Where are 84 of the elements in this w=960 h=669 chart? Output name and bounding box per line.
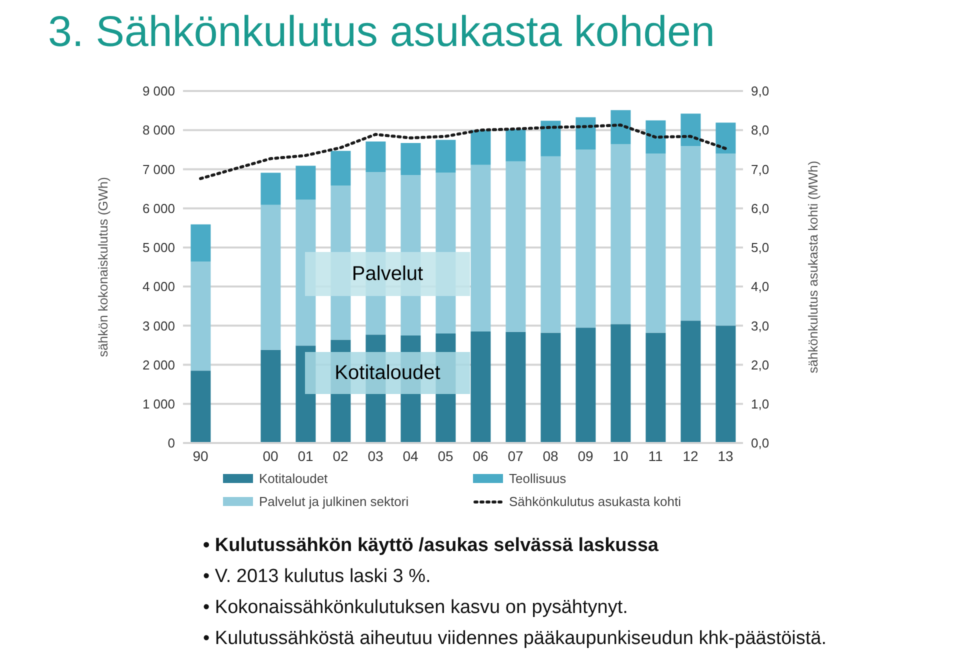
x-tick-label: 11 xyxy=(648,448,663,464)
bar xyxy=(260,204,281,350)
text: • Kulutussähköstä aiheutuu viidennes pääkaupunkiseudun khk-päästöistä. xyxy=(203,627,827,651)
bar xyxy=(260,350,281,443)
y2-tick-label: 8,0 xyxy=(751,122,770,138)
legend-label: Teollisuus xyxy=(508,471,568,486)
y-tick-label: 2 000 xyxy=(142,357,175,372)
y2-tick-label: 6,0 xyxy=(751,200,770,216)
bar xyxy=(436,140,456,173)
bar xyxy=(576,150,596,328)
y-tick-label: 9 000 xyxy=(142,84,175,99)
bar xyxy=(400,143,421,176)
bar xyxy=(576,328,596,443)
x-tick-label: 13 xyxy=(718,448,734,464)
x-tick-label: 09 xyxy=(578,448,594,464)
x-tick-label: 08 xyxy=(542,448,558,464)
legend-label: Sähkönkulutus asukasta kohti xyxy=(508,494,682,509)
text: • Kulutussähkön käyttö /asukas selvässä laskussa xyxy=(203,534,660,558)
bar xyxy=(716,154,736,326)
y-tick-label: 8 000 xyxy=(142,122,175,138)
y-tick-label: 6 000 xyxy=(142,200,175,216)
x-tick-label: 04 xyxy=(402,448,418,464)
x-tick-label: 06 xyxy=(472,448,488,464)
text: • V. 2013 kulutus laski 3 %. xyxy=(203,565,432,589)
x-tick-label: 01 xyxy=(298,448,314,464)
x-tick-label: 03 xyxy=(368,448,384,464)
x-tick-label: 00 xyxy=(262,448,278,464)
bar xyxy=(646,332,666,443)
bar xyxy=(330,150,351,186)
bar xyxy=(260,172,281,205)
bar xyxy=(190,262,211,371)
bar xyxy=(190,370,211,443)
x-tick-label: 10 xyxy=(612,448,628,464)
bar xyxy=(540,156,561,333)
y2-tick-label: 3,0 xyxy=(751,318,770,334)
y-tick-label: 0 xyxy=(168,436,175,451)
bar xyxy=(610,324,631,443)
x-tick-label: 12 xyxy=(682,448,698,464)
bar xyxy=(506,161,526,332)
bar xyxy=(610,110,631,144)
text-box: Palvelut xyxy=(305,252,470,296)
bar xyxy=(610,144,631,324)
y2-tick-label: 9,0 xyxy=(751,84,770,99)
bar xyxy=(470,130,491,165)
y-tick-label: 4 000 xyxy=(142,279,175,294)
bar xyxy=(506,129,526,162)
y-tick-label: 3 000 xyxy=(142,318,175,334)
x-tick-label: 02 xyxy=(332,448,348,464)
y-tick-label: 5 000 xyxy=(142,240,175,256)
bar xyxy=(646,120,666,154)
y2-axis-title: sähkönkulutus asukasta kohti (MWh) xyxy=(806,160,821,374)
bar xyxy=(366,141,386,172)
bar xyxy=(716,326,736,443)
bar xyxy=(716,122,736,154)
text-box: Kotitaloudet xyxy=(305,352,470,394)
bar xyxy=(540,332,561,443)
x-tick-label: 07 xyxy=(508,448,524,464)
bar xyxy=(470,332,491,443)
y2-tick-label: 4,0 xyxy=(751,279,770,294)
x-tick-label: 90 xyxy=(192,448,208,464)
y-tick-label: 7 000 xyxy=(142,162,175,177)
bar xyxy=(296,166,316,200)
y2-tick-label: 5,0 xyxy=(751,240,770,256)
bar xyxy=(540,120,561,156)
y2-tick-label: 0,0 xyxy=(751,436,770,451)
legend-label: Palvelut ja julkinen sektori xyxy=(258,494,410,509)
y-axis-title: sähkön kokonaiskulutus (GWh) xyxy=(96,177,111,357)
bar xyxy=(506,332,526,443)
x-tick-label: 05 xyxy=(438,448,454,464)
legend-label: Kotitaloudet xyxy=(258,471,329,486)
y-tick-label: 1 000 xyxy=(142,396,175,412)
bar xyxy=(576,117,596,150)
chart-title: 3. Sähkönkulutus asukasta kohden xyxy=(48,8,715,57)
bar xyxy=(190,224,211,262)
line-series xyxy=(199,124,727,180)
y2-tick-label: 2,0 xyxy=(751,357,770,372)
bar xyxy=(646,154,666,333)
bar xyxy=(470,164,491,332)
bar xyxy=(680,114,701,146)
bar xyxy=(680,146,701,321)
y2-tick-label: 7,0 xyxy=(751,162,770,177)
y2-tick-label: 1,0 xyxy=(751,396,770,412)
text: • Kokonaissähkönkulutuksen kasvu on pysähtynyt. xyxy=(203,596,629,620)
bar xyxy=(680,320,701,443)
